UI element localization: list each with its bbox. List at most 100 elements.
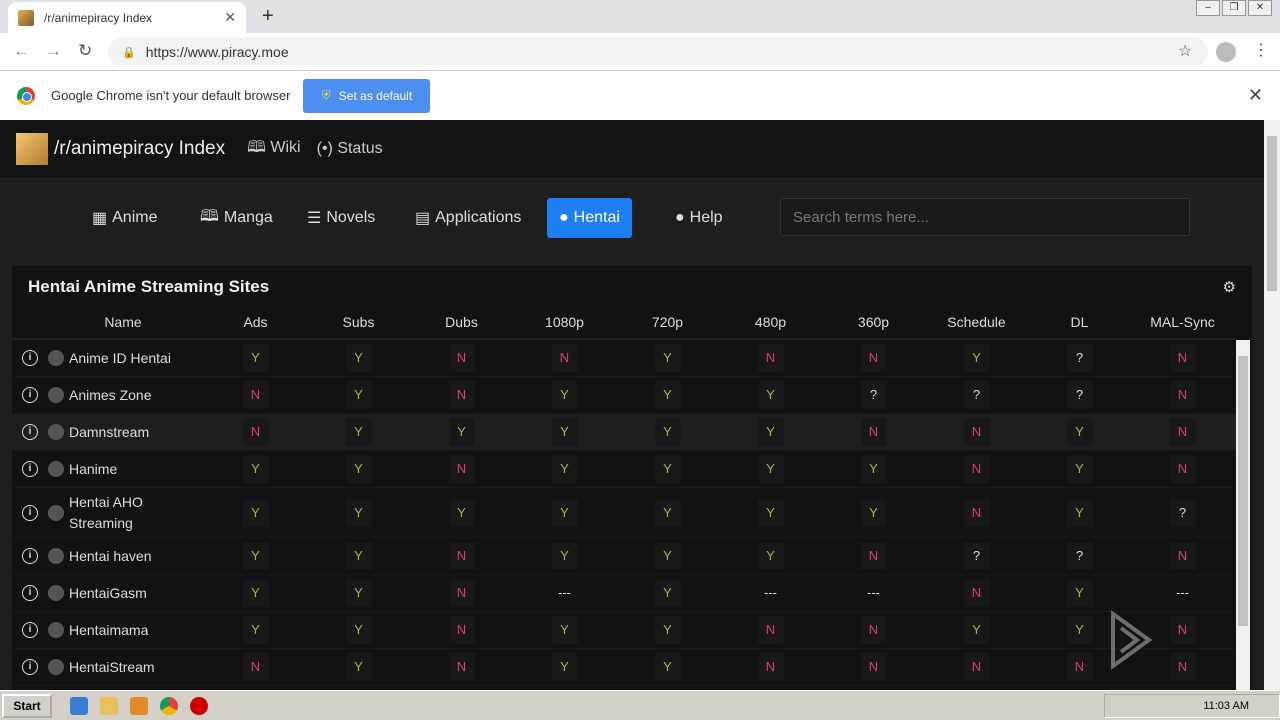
feature-cell: Y (757, 418, 784, 446)
feature-cell: N (448, 381, 475, 409)
feature-cell: Y (242, 498, 269, 527)
site-name[interactable]: Hanime (69, 460, 118, 477)
browser-tab[interactable]: /r/animepiracy Index ✕ (8, 2, 246, 33)
feature-cell: N (1169, 344, 1196, 372)
site-name[interactable]: Hentai AHO Streaming (69, 493, 143, 531)
feature-cell: --- (1176, 585, 1189, 600)
column-header[interactable]: DL (1070, 314, 1089, 330)
wiki-link[interactable]: 🕮 Wiki (247, 136, 301, 163)
info-icon[interactable]: i (22, 424, 38, 440)
feature-cell: Y (242, 616, 269, 644)
stop-icon[interactable] (190, 696, 208, 715)
media-player-icon[interactable] (130, 696, 148, 715)
feature-cell: N (242, 653, 269, 681)
menu-icon[interactable]: ⋮ (1253, 42, 1269, 59)
start-label: Start (13, 698, 41, 713)
bookmark-star-icon[interactable]: ☆ (1178, 43, 1193, 60)
profile-avatar[interactable] (1216, 42, 1236, 62)
nav-hentai[interactable]: ● Hentai (547, 198, 632, 238)
new-tab-button[interactable]: + (262, 5, 274, 27)
set-default-label: Set as default (338, 88, 413, 103)
nav-novels[interactable]: ☰ Novels (295, 198, 387, 238)
feature-cell: Y (345, 653, 372, 681)
site-name[interactable]: HentaiStream (69, 658, 155, 675)
lock-icon: 🔒 (122, 46, 136, 59)
close-window-button[interactable]: ✕ (1248, 0, 1272, 16)
column-header[interactable]: 720p (651, 314, 684, 330)
back-icon[interactable]: ← (13, 41, 30, 60)
start-button[interactable]: Start (2, 693, 52, 718)
status-link[interactable]: (•) Status (317, 140, 383, 158)
info-icon[interactable]: i (22, 461, 38, 477)
feature-cell: ? (1169, 498, 1196, 527)
site-name[interactable]: Anime ID Hentai (69, 349, 171, 366)
site-name[interactable]: HentaiGasm (69, 584, 147, 601)
minimize-button[interactable]: – (1196, 0, 1220, 16)
status-dot-icon (48, 585, 64, 601)
wiki-label: Wiki (270, 138, 301, 156)
column-header[interactable]: 1080p (545, 314, 584, 330)
feature-cell: Y (551, 653, 578, 681)
feature-cell: ? (1066, 381, 1093, 409)
feature-cell: Y (654, 455, 681, 483)
status-dot-icon (48, 548, 64, 564)
ie-icon[interactable] (70, 696, 88, 715)
chrome-taskbar-icon[interactable] (160, 696, 178, 715)
close-tab-icon[interactable]: ✕ (224, 9, 236, 25)
info-icon[interactable]: i (22, 622, 38, 638)
page: /r/animepiracy Index 🕮 Wiki (•) Status S… (0, 120, 1264, 690)
forward-icon[interactable]: → (45, 41, 62, 60)
search-input[interactable]: Search terms here... (780, 198, 1190, 236)
info-icon[interactable]: i (22, 504, 38, 521)
close-infobar-icon[interactable]: ✕ (1247, 85, 1263, 105)
column-header[interactable]: MAL-Sync (1150, 314, 1215, 330)
feature-cell: Y (242, 455, 269, 483)
feature-cell: Y (345, 455, 372, 483)
column-header[interactable]: Name (104, 314, 142, 330)
column-header[interactable]: 480p (754, 314, 787, 330)
site-name[interactable]: Hentai haven (69, 547, 152, 564)
site-name[interactable]: Hentaimama (69, 621, 149, 638)
info-icon[interactable]: i (22, 659, 38, 675)
column-header[interactable]: Schedule (947, 314, 1006, 330)
feature-cell: Y (551, 616, 578, 644)
toggle-columns-icon[interactable]: ⚙ (1222, 279, 1236, 296)
feature-cell: N (448, 616, 475, 644)
column-header[interactable]: 360p (857, 314, 890, 330)
nav-applications[interactable]: ▤ Applications (403, 198, 533, 238)
column-header[interactable]: Ads (243, 314, 268, 330)
reload-icon[interactable]: ↻ (78, 41, 93, 60)
nav-anime[interactable]: ▦ Anime (80, 198, 169, 238)
feature-cell: Y (551, 542, 578, 570)
feature-cell: N (963, 418, 990, 446)
nav-label: Anime (112, 209, 158, 226)
info-icon[interactable]: i (22, 585, 38, 601)
feature-cell: Y (757, 381, 784, 409)
info-icon[interactable]: i (22, 548, 38, 564)
restore-button[interactable]: ❐ (1222, 0, 1246, 16)
info-icon[interactable]: i (22, 387, 38, 403)
status-dot-icon (48, 387, 64, 403)
feature-cell: N (860, 616, 887, 644)
feature-cell: N (1169, 418, 1196, 446)
site-name[interactable]: Animes Zone (69, 386, 152, 403)
set-default-button[interactable]: ⛨ Set as default (303, 78, 431, 113)
nav-label: Novels (326, 209, 376, 226)
site-brand[interactable]: /r/animepiracy Index (54, 138, 226, 159)
avatar-icon: ● (675, 209, 685, 226)
nav-manga[interactable]: 🕮 Manga (188, 198, 285, 238)
table-row: i Animes Zone N Y N Y Y Y??? N (12, 377, 1236, 414)
address-bar[interactable]: 🔒 https://www.piracy.moe (108, 37, 1208, 67)
feature-cell: ? (1066, 542, 1093, 570)
feature-cell: Y (1066, 418, 1093, 446)
nav-help[interactable]: ● Help (663, 198, 735, 238)
column-header[interactable]: Subs (342, 314, 375, 330)
nav-label: Manga (223, 209, 273, 226)
table-row: i Anime ID Hentai Y Y N N Y N N Y? N (12, 340, 1236, 377)
page-scrollbar[interactable] (1264, 120, 1280, 690)
column-header[interactable]: Dubs (445, 314, 478, 330)
site-name[interactable]: Damnstream (69, 423, 150, 440)
table-scrollbar[interactable] (1236, 340, 1250, 690)
info-icon[interactable]: i (22, 350, 38, 366)
explorer-icon[interactable] (100, 696, 118, 715)
